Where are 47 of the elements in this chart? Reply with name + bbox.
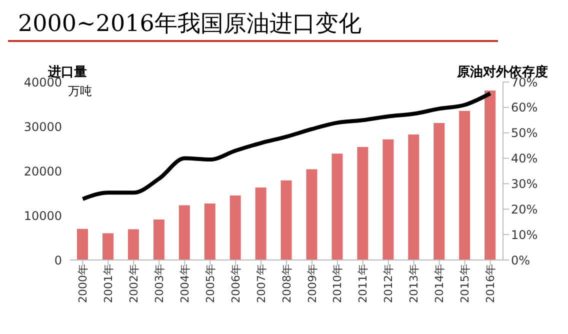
x-tick-label: 2001年 — [102, 264, 116, 303]
bar — [77, 228, 88, 260]
bar — [484, 90, 496, 260]
y-tick-label: 0 — [54, 253, 62, 268]
bar — [382, 139, 394, 260]
bar — [128, 229, 139, 260]
y-tick-label: 30000 — [24, 120, 62, 134]
y2-tick-label: 30% — [511, 176, 538, 191]
x-tick-label: 2013年 — [408, 264, 421, 303]
bar — [434, 122, 445, 260]
y2-tick-label: 10% — [511, 228, 538, 242]
x-tick-label: 2015年 — [458, 264, 472, 303]
x-tick-label: 2010年 — [331, 264, 344, 303]
bar — [204, 203, 216, 260]
x-tick-label: 2011年 — [356, 264, 370, 303]
x-tick-label: 2005年 — [204, 264, 217, 303]
y-tick-label: 20000 — [24, 164, 62, 178]
y2-tick-label: 20% — [511, 202, 538, 216]
bar — [332, 154, 343, 260]
y2-tick-label: 0% — [511, 253, 530, 268]
x-tick-label: 2006年 — [229, 264, 242, 303]
annotation: 万吨 — [68, 83, 92, 100]
bar — [230, 195, 241, 260]
x-tick-label: 2012年 — [382, 264, 396, 303]
x-tick-label: 2016年 — [484, 264, 498, 303]
bar — [408, 134, 420, 260]
x-tick-label: 2008年 — [280, 264, 294, 303]
y2-tick-label: 50% — [511, 126, 538, 140]
bar — [459, 110, 470, 260]
x-tick-label: 2004年 — [178, 264, 192, 303]
bar — [280, 180, 292, 260]
bar — [102, 233, 114, 260]
chart-title: 2000~2016年我国原油进口变化 — [8, 8, 498, 42]
bar — [306, 169, 318, 260]
x-tick-label: 2014年 — [433, 264, 446, 303]
x-tick-label: 2003年 — [152, 264, 166, 303]
y-tick-label: 10000 — [24, 208, 62, 223]
bar — [178, 205, 190, 260]
x-tick-label: 2007年 — [254, 264, 268, 303]
x-tick-label: 2000年 — [76, 264, 90, 303]
x-tick-label: 2002年 — [127, 264, 140, 303]
bar — [255, 187, 266, 260]
y2-tick-label: 60% — [511, 100, 538, 115]
bar — [357, 146, 368, 260]
bar — [153, 220, 164, 260]
y2-tick-label: 40% — [511, 152, 538, 166]
x-tick-label: 2009年 — [306, 264, 319, 303]
